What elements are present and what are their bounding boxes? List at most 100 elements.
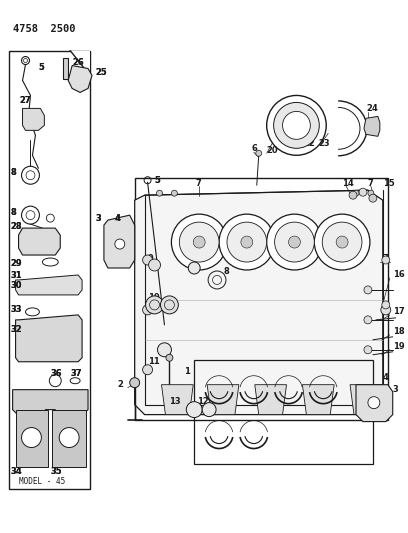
- Text: 8: 8: [11, 168, 16, 177]
- Text: 5: 5: [38, 63, 44, 72]
- Text: 29: 29: [11, 259, 22, 268]
- Text: 27: 27: [20, 96, 31, 105]
- Circle shape: [143, 305, 153, 315]
- Polygon shape: [302, 385, 334, 415]
- Text: 22: 22: [304, 139, 315, 148]
- Circle shape: [274, 102, 319, 148]
- Circle shape: [202, 402, 216, 417]
- Circle shape: [364, 346, 372, 354]
- Circle shape: [364, 316, 372, 324]
- Polygon shape: [364, 116, 380, 136]
- Circle shape: [368, 190, 374, 196]
- Text: 32: 32: [11, 325, 22, 334]
- Text: 35: 35: [50, 467, 62, 476]
- Text: 36: 36: [50, 369, 62, 378]
- Circle shape: [157, 190, 162, 196]
- Circle shape: [59, 427, 79, 448]
- Circle shape: [283, 111, 310, 139]
- Polygon shape: [350, 385, 382, 415]
- Bar: [9, 51, 90, 489]
- Circle shape: [219, 214, 275, 270]
- Text: 9: 9: [148, 254, 153, 263]
- Text: 31: 31: [11, 271, 22, 280]
- Text: 28: 28: [11, 222, 22, 231]
- Polygon shape: [13, 390, 88, 417]
- Circle shape: [359, 188, 367, 196]
- Circle shape: [160, 296, 178, 314]
- Circle shape: [143, 365, 153, 375]
- Polygon shape: [255, 385, 286, 415]
- Text: 37: 37: [70, 369, 82, 378]
- Bar: [194, 360, 373, 464]
- Text: 20: 20: [267, 146, 278, 155]
- Text: 30: 30: [11, 281, 22, 290]
- Text: 6: 6: [252, 144, 258, 153]
- Text: 34: 34: [11, 467, 22, 476]
- Text: 34: 34: [11, 467, 22, 476]
- Text: 23: 23: [318, 139, 330, 148]
- Text: 13: 13: [169, 397, 181, 406]
- Text: 12: 12: [197, 397, 209, 406]
- Circle shape: [166, 354, 173, 361]
- Polygon shape: [135, 190, 383, 415]
- Polygon shape: [162, 385, 193, 415]
- Text: 33: 33: [11, 305, 22, 314]
- Circle shape: [171, 190, 177, 196]
- Text: 3: 3: [96, 214, 102, 223]
- Text: 21: 21: [283, 134, 294, 143]
- Polygon shape: [207, 385, 239, 415]
- Text: 36: 36: [50, 369, 62, 378]
- Circle shape: [314, 214, 370, 270]
- Polygon shape: [22, 108, 44, 131]
- Polygon shape: [104, 215, 135, 268]
- Circle shape: [180, 222, 219, 262]
- Text: 4: 4: [383, 373, 389, 382]
- Circle shape: [267, 95, 326, 155]
- Circle shape: [368, 397, 380, 409]
- Text: MODEL - 45: MODEL - 45: [18, 477, 65, 486]
- Text: 8: 8: [11, 208, 16, 216]
- Circle shape: [227, 222, 267, 262]
- Text: 26: 26: [72, 58, 84, 67]
- Circle shape: [149, 259, 160, 271]
- Circle shape: [157, 343, 171, 357]
- Text: 19: 19: [393, 342, 404, 351]
- Text: 24: 24: [366, 104, 378, 113]
- Circle shape: [188, 262, 200, 274]
- Text: 7: 7: [368, 179, 374, 188]
- Text: 35: 35: [50, 467, 62, 476]
- Circle shape: [143, 255, 153, 265]
- Circle shape: [115, 239, 125, 249]
- Text: 31: 31: [11, 271, 22, 280]
- Text: 14: 14: [342, 179, 354, 188]
- Circle shape: [275, 222, 314, 262]
- Circle shape: [322, 222, 362, 262]
- Polygon shape: [16, 410, 48, 467]
- Bar: [135, 178, 388, 419]
- Text: 5: 5: [155, 176, 160, 185]
- Polygon shape: [16, 315, 82, 362]
- Text: 37: 37: [70, 369, 82, 378]
- Polygon shape: [356, 385, 393, 422]
- Text: 15: 15: [383, 179, 395, 188]
- Polygon shape: [70, 51, 90, 76]
- Circle shape: [241, 236, 253, 248]
- Polygon shape: [16, 275, 82, 295]
- Circle shape: [353, 190, 359, 196]
- Polygon shape: [52, 410, 86, 467]
- Polygon shape: [68, 66, 92, 92]
- Circle shape: [186, 402, 202, 417]
- Circle shape: [256, 150, 262, 156]
- Text: 3: 3: [96, 214, 102, 223]
- Text: 8: 8: [11, 168, 16, 177]
- Circle shape: [382, 256, 390, 264]
- Circle shape: [364, 286, 372, 294]
- Text: 32: 32: [11, 325, 22, 334]
- Text: 12: 12: [184, 257, 196, 266]
- Circle shape: [130, 378, 140, 387]
- Text: 28: 28: [11, 222, 22, 231]
- Text: 8: 8: [11, 208, 16, 216]
- Text: 16: 16: [393, 270, 404, 279]
- Text: 4: 4: [115, 214, 121, 223]
- Text: 30: 30: [11, 281, 22, 290]
